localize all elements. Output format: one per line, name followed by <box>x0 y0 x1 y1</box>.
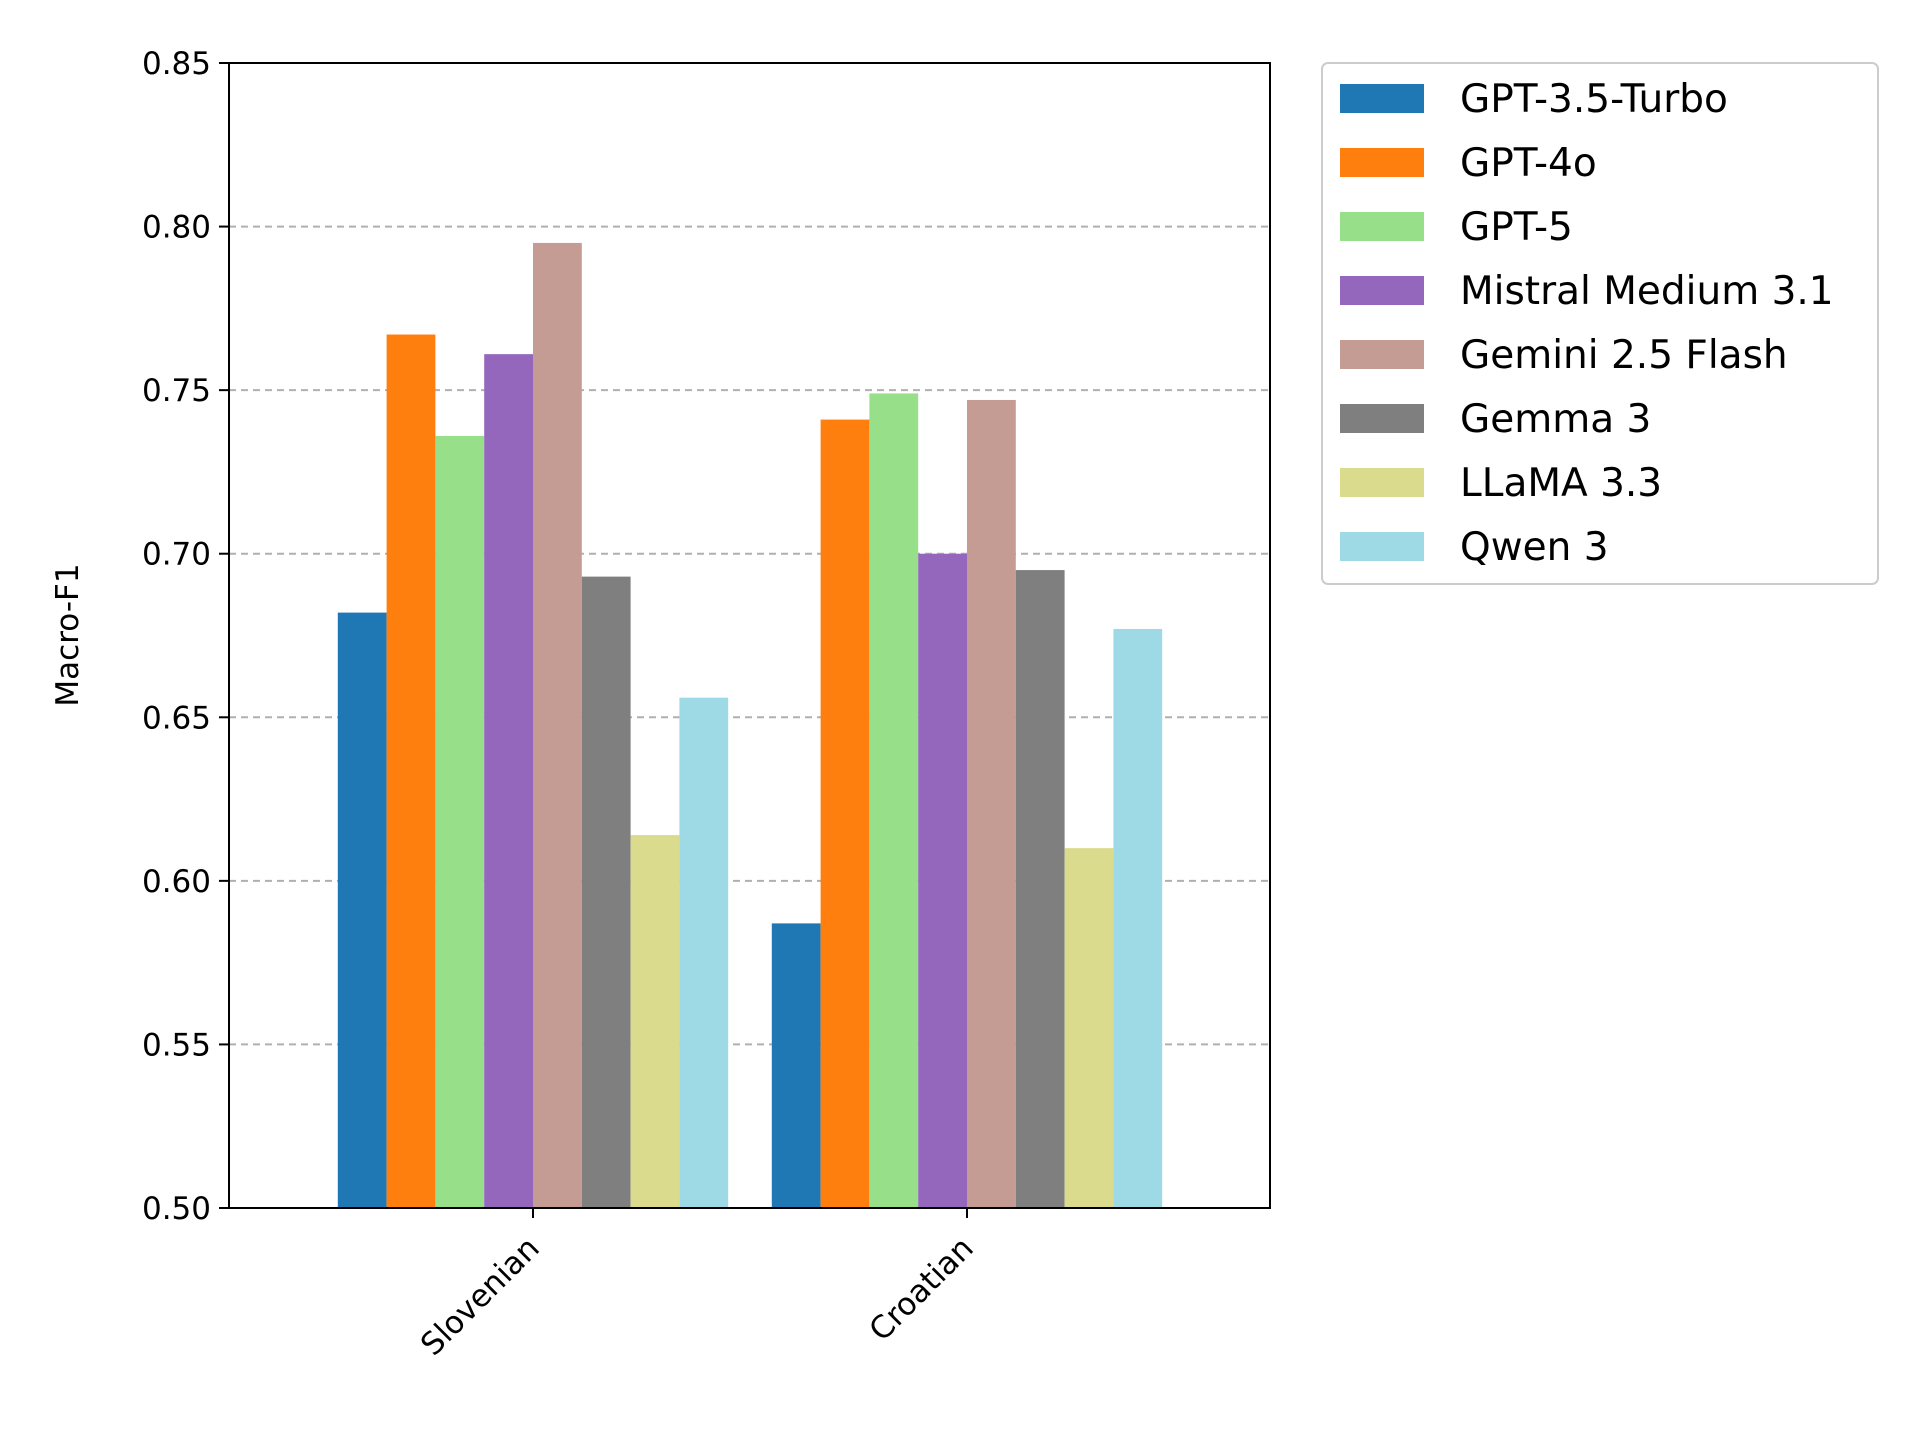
bar-slovenian-mistral-medium-3-1 <box>484 354 533 1209</box>
bar-croatian-gpt-3-5-turbo <box>771 923 821 1208</box>
bar-croatian-gpt-4o <box>820 419 870 1209</box>
legend-swatch <box>1340 148 1424 177</box>
legend-swatch <box>1340 340 1424 369</box>
y-tick-label: 0.85 <box>142 46 211 82</box>
legend-entry-label: Qwen 3 <box>1460 525 1609 570</box>
bar-slovenian-gemini-2-5-flash <box>533 242 582 1208</box>
legend-entry-label: Mistral Medium 3.1 <box>1460 269 1834 314</box>
legend-entry-label: GPT-5 <box>1460 205 1573 250</box>
legend: GPT-3.5-Turbo GPT-4o GPT-5 Mistral Medium 3… <box>1321 62 1879 585</box>
legend-entry-label: Gemini 2.5 Flash <box>1460 333 1788 378</box>
bars <box>337 242 1163 1209</box>
bar-slovenian-qwen-3 <box>679 697 729 1208</box>
legend-swatch <box>1340 212 1424 241</box>
legend-swatch <box>1340 468 1424 497</box>
y-tick-label: 0.60 <box>142 864 211 900</box>
y-tick-label: 0.55 <box>142 1027 211 1063</box>
y-tick-label: 0.70 <box>142 537 211 573</box>
legend-swatch <box>1340 532 1424 561</box>
bar-croatian-mistral-medium-3-1 <box>918 553 967 1208</box>
y-tick-label: 0.65 <box>142 700 211 736</box>
plot-frame <box>228 62 1271 1209</box>
bar-slovenian-llama-3-3 <box>630 835 680 1208</box>
bar-croatian-llama-3-3 <box>1064 848 1114 1208</box>
legend-entry-label: GPT-3.5-Turbo <box>1460 77 1728 122</box>
legend-entry-label: GPT-4o <box>1460 141 1597 186</box>
legend-swatch <box>1340 276 1424 305</box>
bar-croatian-qwen-3 <box>1113 628 1163 1208</box>
y-axis-label: Macro-F1 <box>50 563 86 706</box>
legend-frame <box>1321 62 1879 585</box>
y-tick-label: 0.80 <box>142 210 211 246</box>
y-tick-label: 0.50 <box>142 1191 211 1227</box>
y-tick-label: 0.75 <box>142 373 211 409</box>
legend-swatch <box>1340 404 1424 433</box>
bar-croatian-gemma-3 <box>1015 570 1065 1208</box>
legend-swatch <box>1340 84 1424 113</box>
bar-croatian-gpt-5 <box>869 393 919 1208</box>
bar-slovenian-gpt-5 <box>435 435 485 1208</box>
bar-slovenian-gpt-3-5-turbo <box>337 612 387 1208</box>
bar-slovenian-gemma-3 <box>581 576 631 1208</box>
legend-entry-label: LLaMA 3.3 <box>1460 461 1662 506</box>
bar-slovenian-gpt-4o <box>386 334 436 1208</box>
y-axis: 0.50 0.55 0.60 0.65 0.70 0.75 0.80 0.85 <box>142 46 229 1227</box>
legend-entry-label: Gemma 3 <box>1460 397 1651 442</box>
bar-croatian-gemini-2-5-flash <box>967 399 1016 1208</box>
